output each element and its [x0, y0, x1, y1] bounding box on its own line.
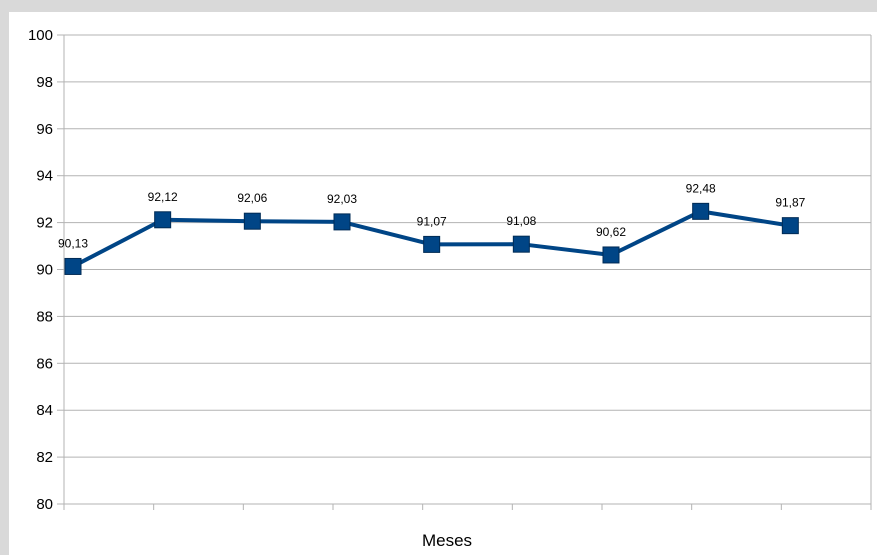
data-label: 92,06: [237, 191, 267, 205]
data-label: 90,13: [58, 236, 88, 250]
data-point-marker: [602, 246, 620, 264]
y-tick-label: 84: [36, 402, 53, 419]
y-tick-label: 92: [36, 215, 53, 232]
data-label: 91,87: [775, 196, 805, 210]
y-tick-label: 80: [36, 496, 53, 513]
data-label: 92,48: [686, 181, 716, 195]
data-label: 92,03: [327, 192, 357, 206]
data-point-marker: [64, 257, 82, 275]
data-point-marker: [512, 235, 530, 253]
y-tick-label: 86: [36, 355, 53, 372]
y-tick-label: 98: [36, 74, 53, 91]
data-point-marker: [154, 211, 172, 229]
data-label: 92,12: [148, 190, 178, 204]
axes: [57, 34, 872, 510]
y-tick-label: 94: [36, 168, 53, 185]
data-point-marker: [781, 217, 799, 235]
y-tick-label: 90: [36, 262, 53, 279]
y-tick-label: 88: [36, 308, 53, 325]
y-axis-tick-labels: 80 82 84 86 88 90 92 94 96 98 100: [28, 27, 53, 513]
y-tick-label: 82: [36, 449, 53, 466]
data-label: 91,08: [506, 214, 536, 228]
y-tick-label: 96: [36, 121, 53, 138]
data-point-marker: [692, 202, 710, 220]
data-labels: 90,13 92,12 92,06 92,03 91,07 91,08 90,62 92,48…: [58, 181, 806, 250]
data-point-marker: [243, 212, 261, 230]
data-label: 91,07: [417, 214, 447, 228]
chart-container: 80 82 84 86 88 90 92 94 96 98 100 90,13 92,12 92,06 9…: [9, 12, 877, 555]
series-markers: [64, 202, 799, 275]
data-point-marker: [423, 235, 441, 253]
data-point-marker: [333, 213, 351, 231]
y-tick-label: 100: [28, 27, 53, 44]
grid: [64, 34, 871, 505]
data-label: 90,62: [596, 225, 626, 239]
x-axis-title: Meses: [422, 531, 472, 550]
